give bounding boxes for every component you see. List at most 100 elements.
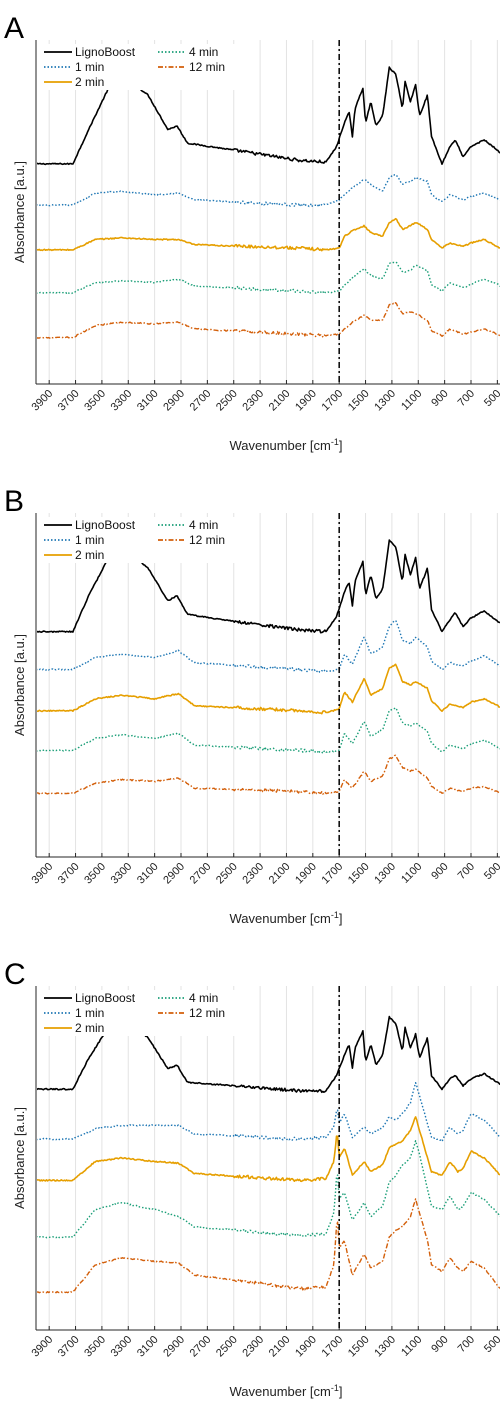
x-tick-label: 2900 bbox=[161, 1334, 187, 1360]
x-tick-label: 3700 bbox=[56, 861, 82, 887]
y-axis-label: Absorbance [a.u.] bbox=[12, 634, 27, 736]
x-tick-label: 1100 bbox=[399, 388, 424, 413]
x-tick-label: 2300 bbox=[240, 1334, 266, 1360]
x-tick-label: 2900 bbox=[161, 861, 187, 887]
legend-label: 1 min bbox=[75, 1006, 104, 1020]
x-tick-label: 1900 bbox=[293, 1334, 319, 1360]
x-tick-label: 1100 bbox=[399, 861, 424, 886]
series-line-1-min bbox=[37, 173, 500, 208]
series-line-4-min bbox=[37, 1140, 500, 1239]
chart-panel-c: C 3900 3700 3500 3300 3100 2900 2700 2500 2300 210… bbox=[0, 946, 500, 1419]
series-line-2-min bbox=[37, 663, 500, 715]
x-tick-label: 1500 bbox=[346, 388, 372, 414]
x-tick-label: 3300 bbox=[109, 388, 135, 414]
chart-panel-b: B 3900 3700 3500 3300 3100 2900 2700 2500 2300 210… bbox=[0, 473, 500, 946]
series-line-4-min bbox=[37, 261, 500, 295]
x-tick-label: 3500 bbox=[82, 1334, 108, 1360]
x-tick-label: 3500 bbox=[82, 388, 108, 414]
x-tick-label: 1100 bbox=[399, 1334, 424, 1359]
x-tick-label: 500 bbox=[482, 1334, 500, 1355]
x-tick-label: 1700 bbox=[320, 861, 346, 887]
x-tick-label: 1900 bbox=[293, 388, 319, 414]
x-tick-label: 2700 bbox=[188, 861, 214, 887]
legend-label: 2 min bbox=[75, 1021, 104, 1035]
x-axis-label: Wavenumber [cm-1] bbox=[229, 910, 342, 926]
panel-letter: B bbox=[4, 485, 24, 518]
x-tick-label: 3900 bbox=[30, 1334, 56, 1360]
series-line-2-min bbox=[37, 1116, 500, 1183]
x-tick-label: 3100 bbox=[135, 1334, 161, 1360]
x-tick-label: 1900 bbox=[293, 861, 319, 887]
x-tick-label: 500 bbox=[482, 861, 500, 882]
x-tick-label: 1500 bbox=[346, 1334, 372, 1360]
x-tick-label: 500 bbox=[482, 388, 500, 409]
x-tick-label: 2500 bbox=[214, 388, 240, 414]
series-group bbox=[37, 66, 500, 339]
x-axis-label: Wavenumber [cm-1] bbox=[229, 1383, 342, 1399]
x-tick-label: 2100 bbox=[267, 1334, 293, 1360]
x-tick-label: 700 bbox=[456, 1334, 477, 1355]
x-tick-label: 3700 bbox=[56, 1334, 82, 1360]
x-tick-label: 3100 bbox=[135, 861, 161, 887]
y-axis-label: Absorbance [a.u.] bbox=[12, 1107, 27, 1209]
x-tick-label: 900 bbox=[429, 388, 450, 409]
legend-label: LignoBoost bbox=[75, 45, 136, 59]
x-tick-label: 3300 bbox=[109, 861, 135, 887]
x-tick-label: 700 bbox=[456, 388, 477, 409]
panel-letter: A bbox=[4, 12, 24, 45]
x-tick-label: 3300 bbox=[109, 1334, 135, 1360]
legend-label: 1 min bbox=[75, 533, 104, 547]
chart-svg: C 3900 3700 3500 3300 3100 2900 2700 2500 2300 210… bbox=[4, 958, 500, 1399]
legend-label: 12 min bbox=[189, 60, 225, 74]
x-tick-label: 2300 bbox=[240, 388, 266, 414]
legend-label: 4 min bbox=[189, 518, 218, 532]
x-axis-label: Wavenumber [cm-1] bbox=[229, 437, 342, 453]
x-tick-label: 1500 bbox=[346, 861, 372, 887]
series-line-12-min bbox=[37, 302, 500, 339]
x-tick-label: 1700 bbox=[320, 388, 346, 414]
legend-label: 1 min bbox=[75, 60, 104, 74]
legend-label: 4 min bbox=[189, 45, 218, 59]
x-tick-label: 2700 bbox=[188, 1334, 214, 1360]
series-group bbox=[37, 539, 500, 795]
series-line-2-min bbox=[37, 217, 500, 252]
x-tick-label: 900 bbox=[429, 1334, 450, 1355]
x-tick-label: 700 bbox=[456, 861, 477, 882]
x-tick-label: 2100 bbox=[267, 388, 293, 414]
x-tick-label: 3500 bbox=[82, 861, 108, 887]
x-tick-label: 2500 bbox=[214, 861, 240, 887]
panel-letter: C bbox=[4, 958, 26, 991]
chart-svg: B 3900 3700 3500 3300 3100 2900 2700 2500 2300 210… bbox=[4, 485, 500, 926]
legend-label: 2 min bbox=[75, 548, 104, 562]
series-group bbox=[37, 1015, 500, 1294]
x-tick-label: 2700 bbox=[188, 388, 214, 414]
legend-label: 12 min bbox=[189, 1006, 225, 1020]
series-line-1-min bbox=[37, 619, 500, 673]
legend-label: LignoBoost bbox=[75, 991, 136, 1005]
x-tick-label: 900 bbox=[429, 861, 450, 882]
x-tick-label: 2500 bbox=[214, 1334, 240, 1360]
series-line-12-min bbox=[37, 754, 500, 795]
x-tick-label: 3900 bbox=[30, 388, 56, 414]
y-axis-label: Absorbance [a.u.] bbox=[12, 161, 27, 263]
series-line-1-min bbox=[37, 1082, 500, 1143]
x-tick-label: 1300 bbox=[372, 861, 398, 887]
x-tick-label: 2100 bbox=[267, 861, 293, 887]
legend-label: 2 min bbox=[75, 75, 104, 89]
series-line-4-min bbox=[37, 707, 500, 755]
x-tick-label: 1300 bbox=[372, 388, 398, 414]
x-tick-label: 1300 bbox=[372, 1334, 398, 1360]
x-tick-label: 3100 bbox=[135, 388, 161, 414]
legend-label: LignoBoost bbox=[75, 518, 136, 532]
legend-label: 12 min bbox=[189, 533, 225, 547]
x-tick-label: 2900 bbox=[161, 388, 187, 414]
x-tick-label: 1700 bbox=[320, 1334, 346, 1360]
x-tick-label: 2300 bbox=[240, 861, 266, 887]
chart-svg: A 3900 3700 3500 3300 3100 2900 2700 2500 2300 210… bbox=[4, 12, 500, 453]
chart-panel-a: A 3900 3700 3500 3300 3100 2900 2700 2500 2300 210… bbox=[0, 0, 500, 473]
x-tick-label: 3700 bbox=[56, 388, 82, 414]
legend-label: 4 min bbox=[189, 991, 218, 1005]
